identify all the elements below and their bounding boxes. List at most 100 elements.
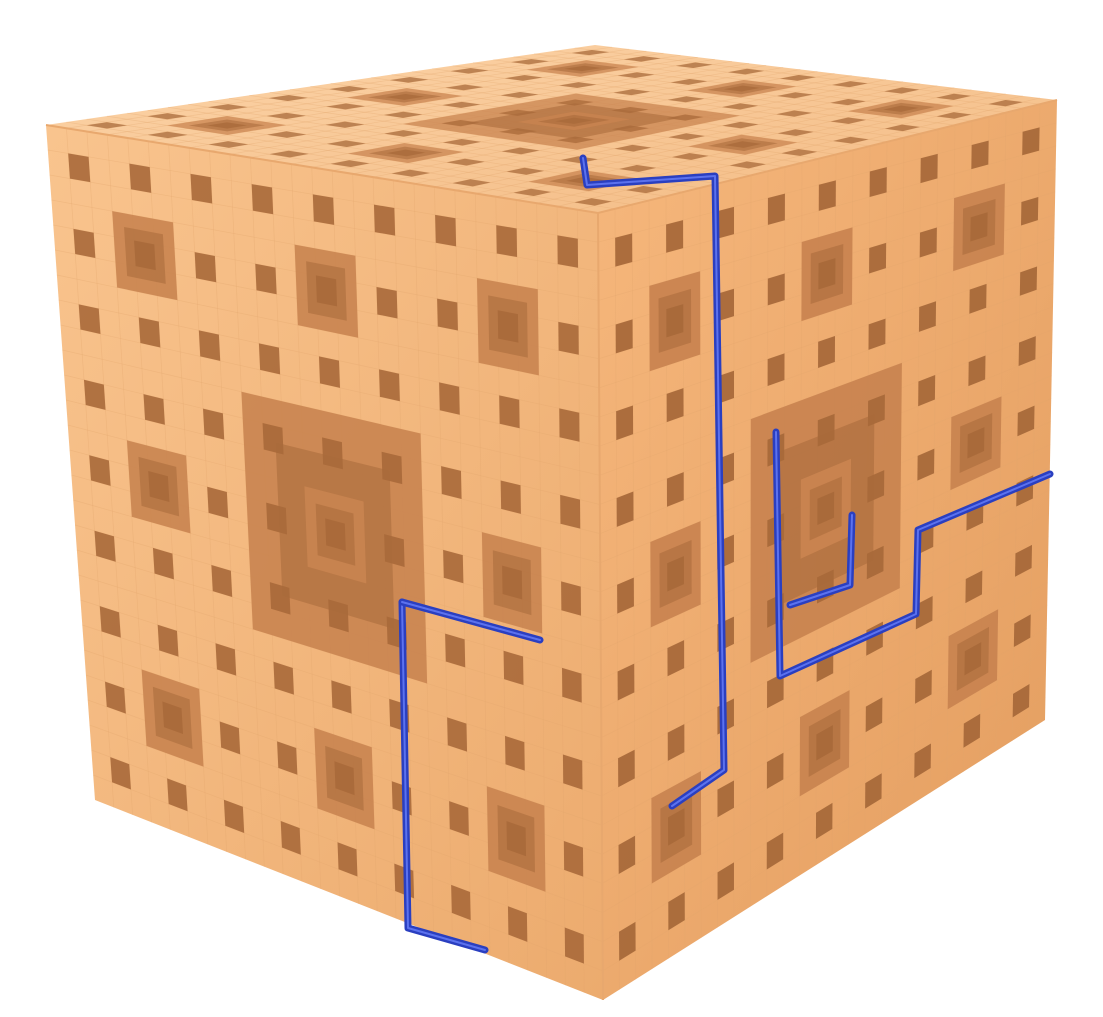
- blue-path-highlight: [401, 601, 541, 641]
- front-hole: [312, 194, 335, 225]
- top-hole: [777, 129, 814, 136]
- top-hole: [667, 96, 705, 103]
- top-hole: [571, 50, 610, 56]
- front-hole: [280, 821, 301, 855]
- top-grid-line: [229, 62, 750, 155]
- top-hole: [614, 144, 652, 152]
- top-hole: [675, 62, 713, 68]
- top-hole: [442, 101, 481, 108]
- top-hole: [499, 128, 537, 135]
- front-hole: [561, 581, 581, 616]
- front-hole: [564, 927, 584, 964]
- right-hole: [915, 669, 932, 704]
- front-hole: [129, 163, 152, 193]
- front-hole: [269, 582, 291, 615]
- front-hole: [328, 599, 349, 633]
- right-hole: [914, 743, 931, 779]
- top-hole: [556, 136, 595, 144]
- front-hole: [194, 252, 217, 283]
- right-hole: [667, 556, 684, 592]
- front-hole: [157, 624, 179, 657]
- front-hole: [437, 298, 458, 331]
- top-hole: [147, 113, 188, 120]
- front-hole: [255, 263, 277, 295]
- front-hole: [73, 228, 96, 259]
- right-hole: [717, 780, 734, 818]
- right-hole: [968, 355, 986, 387]
- top-hole: [623, 56, 661, 62]
- right-hole: [666, 388, 684, 423]
- top-hole: [721, 103, 759, 110]
- right-hole: [816, 725, 833, 761]
- blue-path: [398, 154, 1054, 954]
- front-hole: [266, 502, 288, 535]
- front-grid-line: [66, 128, 115, 808]
- front-hole: [148, 471, 170, 503]
- right-hole: [818, 335, 836, 368]
- right-hole: [668, 892, 685, 931]
- front-hole: [445, 633, 466, 668]
- right-hole: [618, 749, 635, 788]
- right-hole: [867, 394, 885, 427]
- top-hole: [266, 131, 307, 138]
- right-hole: [766, 832, 784, 870]
- front-hole: [449, 801, 469, 836]
- top-hole: [207, 104, 248, 111]
- top-hole: [386, 149, 426, 157]
- right-hole: [865, 773, 882, 809]
- right-hole: [617, 577, 634, 614]
- top-hole: [441, 120, 480, 127]
- front-hole: [502, 565, 523, 600]
- front-hole: [560, 494, 581, 529]
- right-grid-line: [897, 137, 905, 814]
- top-hole: [670, 79, 708, 85]
- right-hole: [717, 288, 734, 322]
- right-hole: [868, 318, 886, 350]
- right-hole: [969, 283, 987, 314]
- front-hole: [198, 330, 221, 361]
- front-hole: [562, 667, 582, 703]
- right-hole: [616, 491, 634, 527]
- top-hole: [724, 141, 762, 148]
- top-hole: [555, 117, 593, 124]
- top-hole: [330, 160, 370, 168]
- top-hole: [574, 198, 612, 206]
- front-hole: [334, 761, 355, 796]
- top-hole: [504, 75, 543, 81]
- front-hole: [83, 379, 106, 410]
- right-hole: [915, 596, 933, 630]
- front-hole: [262, 422, 284, 455]
- right-hole: [666, 220, 684, 253]
- front-hole: [499, 395, 520, 429]
- top-hole: [988, 100, 1023, 107]
- top-hole: [830, 98, 866, 106]
- front-hole: [505, 735, 525, 771]
- top-hole: [500, 92, 539, 98]
- top-hole: [559, 82, 597, 88]
- top-hole: [611, 106, 649, 114]
- top-grid-line: [413, 81, 904, 185]
- front-hole: [376, 286, 398, 319]
- top-hole: [452, 179, 491, 187]
- cube-edges: [45, 99, 1058, 1001]
- top-hole: [883, 105, 919, 112]
- top-hole: [884, 87, 920, 94]
- front-hole: [99, 606, 121, 638]
- top-hole: [384, 130, 423, 137]
- front-hole: [507, 906, 528, 942]
- front-hole: [211, 565, 233, 597]
- right-hole: [766, 752, 784, 789]
- right-grid-line: [602, 696, 1046, 972]
- top-hole: [498, 109, 537, 116]
- top-hole: [668, 133, 705, 140]
- right-hole: [1019, 266, 1038, 296]
- right-hole: [618, 835, 636, 874]
- front-hole: [384, 534, 405, 567]
- right-hole: [666, 304, 684, 338]
- top-grid-line: [86, 118, 633, 205]
- top-hole: [266, 112, 306, 119]
- top-hole: [723, 85, 761, 92]
- top-hole: [884, 124, 921, 132]
- top-hole: [776, 92, 813, 99]
- top-hole: [325, 121, 365, 128]
